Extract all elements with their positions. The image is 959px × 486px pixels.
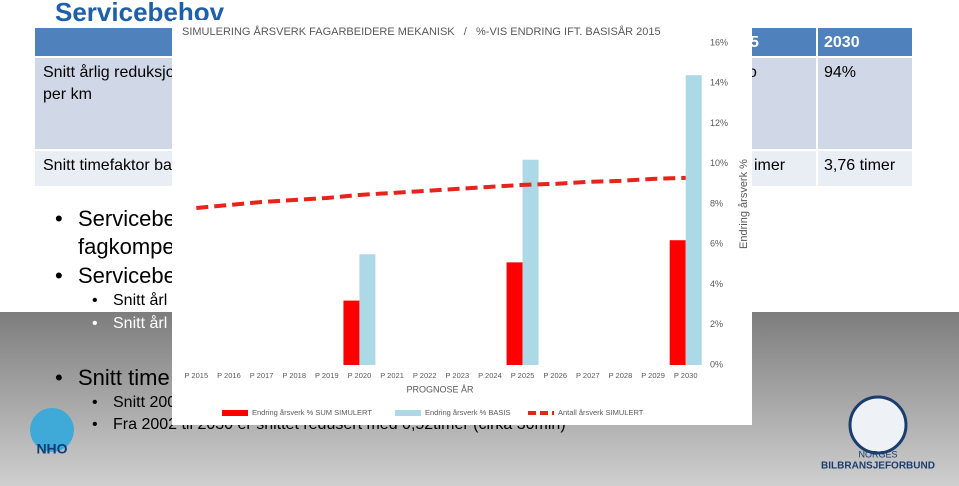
y-tick-label: 0% bbox=[710, 359, 723, 369]
x-tick-label: P 2023 bbox=[445, 371, 469, 380]
bullet: Snitt 200 bbox=[113, 394, 176, 411]
bar bbox=[359, 254, 376, 365]
bullet-marker: • bbox=[92, 394, 98, 411]
chart: SIMULERING ÅRSVERK FAGARBEIDERE MEKANISK… bbox=[172, 20, 752, 425]
x-tick-label: P 2024 bbox=[478, 371, 502, 380]
bar bbox=[506, 262, 523, 365]
table-cell: imer bbox=[754, 157, 786, 174]
bar bbox=[685, 75, 702, 365]
x-tick-label: P 2028 bbox=[609, 371, 633, 380]
logo-shape bbox=[848, 395, 908, 455]
bbf-logo: NORGES BILBRANSJEFORBUND bbox=[821, 395, 935, 472]
bullet: Servicebe bbox=[78, 206, 176, 231]
bullet-marker: • bbox=[92, 416, 98, 433]
legend-swatch bbox=[395, 410, 421, 416]
x-tick-label: P 2030 bbox=[674, 371, 698, 380]
bullet: Snitt årl bbox=[113, 291, 167, 309]
bar bbox=[522, 159, 539, 365]
table-header-cell: 5 bbox=[750, 34, 759, 51]
chart-background bbox=[172, 20, 752, 425]
bar bbox=[669, 240, 686, 365]
logo-shape bbox=[30, 408, 74, 452]
y-tick-label: 14% bbox=[710, 78, 728, 88]
logo-text: BILBRANSJEFORBUND bbox=[821, 461, 935, 472]
bar bbox=[343, 300, 360, 365]
bullet: fagkompe bbox=[78, 234, 175, 259]
nho-logo: NHO bbox=[30, 408, 74, 457]
table-cell: 94% bbox=[824, 64, 856, 81]
x-tick-label: P 2026 bbox=[543, 371, 567, 380]
x-tick-label: P 2025 bbox=[511, 371, 535, 380]
x-tick-label: P 2015 bbox=[184, 371, 208, 380]
legend-swatch bbox=[222, 410, 248, 416]
table-cell: 3,76 timer bbox=[824, 157, 896, 174]
x-tick-label: P 2017 bbox=[250, 371, 274, 380]
y-tick-label: 16% bbox=[710, 37, 728, 47]
x-tick-label: P 2029 bbox=[641, 371, 665, 380]
table-cell: Snitt timefaktor ba bbox=[43, 157, 172, 174]
table-cell: o bbox=[748, 64, 757, 81]
table-cell: per km bbox=[43, 86, 92, 103]
legend-label: Endring årsverk % SUM SIMULERT bbox=[252, 408, 372, 417]
chart-title: SIMULERING ÅRSVERK FAGARBEIDERE MEKANISK… bbox=[182, 25, 661, 38]
y-tick-label: 12% bbox=[710, 118, 728, 128]
legend-label: Antall årsverk SIMULERT bbox=[558, 408, 644, 417]
bullet-marker: • bbox=[55, 206, 63, 231]
x-tick-label: P 2027 bbox=[576, 371, 600, 380]
bullet-marker: • bbox=[92, 315, 98, 332]
bullet-marker: • bbox=[55, 365, 63, 390]
line bbox=[196, 175, 686, 211]
bullet-marker: • bbox=[92, 292, 98, 309]
bullet: Snitt time bbox=[78, 365, 170, 390]
y-tick-label: 10% bbox=[710, 158, 728, 168]
x-tick-label: P 2019 bbox=[315, 371, 339, 380]
x-axis-title: PROGNOSE ÅR bbox=[406, 384, 474, 394]
x-tick-label: P 2020 bbox=[348, 371, 372, 380]
bullet-marker: • bbox=[55, 263, 63, 288]
x-tick-label: P 2021 bbox=[380, 371, 404, 380]
y-tick-label: 4% bbox=[710, 279, 723, 289]
x-tick-label: P 2022 bbox=[413, 371, 437, 380]
y-tick-label: 8% bbox=[710, 198, 723, 208]
logo-text: NHO bbox=[36, 441, 67, 457]
y-tick-label: 2% bbox=[710, 319, 723, 329]
table-header-cell: 2030 bbox=[824, 34, 860, 51]
bullet: Snitt årl bbox=[113, 314, 167, 332]
y-axis-title: Endring årsverk % bbox=[738, 159, 750, 249]
legend-label: Endring årsverk % BASIS bbox=[425, 408, 510, 417]
bullet: Servicebe bbox=[78, 263, 176, 288]
table-cell: Snitt årlig reduksjo bbox=[43, 63, 175, 81]
x-tick-label: P 2018 bbox=[282, 371, 306, 380]
y-tick-label: 6% bbox=[710, 239, 723, 249]
x-tick-label: P 2016 bbox=[217, 371, 241, 380]
logo-text: NORGES bbox=[858, 449, 897, 459]
